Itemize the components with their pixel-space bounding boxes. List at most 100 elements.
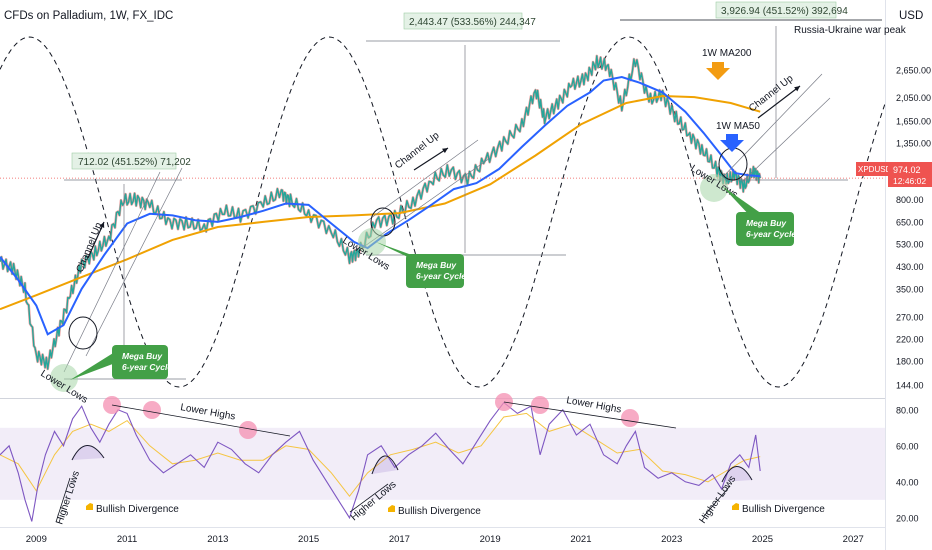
rsi-arc-fill xyxy=(722,466,752,482)
mega-buy-callout-1[interactable]: Mega Buy 6-year Cycle xyxy=(70,345,172,380)
bullish-divergence-1: Bullish Divergence xyxy=(86,503,179,515)
time-axis-tick: 2009 xyxy=(26,534,47,545)
ma50-line xyxy=(0,75,761,336)
price-axis-tick: 2,050.00 xyxy=(896,93,931,103)
chart-title: CFDs on Palladium, 1W, FX_IDC xyxy=(4,10,173,22)
mega-buy-line2: 6-year Cycle xyxy=(416,271,466,281)
mega-buy-line2: 6-year Cycle xyxy=(746,229,796,239)
channel-arrow-2 xyxy=(413,147,449,171)
time-axis-tick: 2017 xyxy=(389,534,410,545)
lower-highs-line xyxy=(111,404,291,437)
measure-label-2: 2,443.47 (533.56%) 244,347 xyxy=(409,17,536,28)
channel-line xyxy=(85,167,183,357)
price-series-shadow xyxy=(0,54,762,371)
time-axis-tick: 2027 xyxy=(843,534,864,545)
price-axis-tick: 650.00 xyxy=(896,217,924,227)
lower-highs-label-1: Lower Highs xyxy=(179,402,236,422)
channel-line xyxy=(719,73,823,181)
rsi-axis-tick: 80.00 xyxy=(896,405,919,415)
cycle-low-highlight xyxy=(700,174,728,202)
bullish-divergence-3: Bullish Divergence xyxy=(732,503,825,515)
measure-box-1[interactable]: 712.02 (451.52%) 71,202 xyxy=(71,152,191,170)
hand-icon xyxy=(732,503,739,510)
time-axis-tick: 2023 xyxy=(661,534,682,545)
rsi-line xyxy=(0,401,761,522)
cycle-wave xyxy=(0,36,885,388)
time-axis-tick: 2025 xyxy=(752,534,773,545)
higher-lows-line xyxy=(703,485,731,517)
time-axis-tick: 2015 xyxy=(298,534,319,545)
last-price-symbol: XPDUSD xyxy=(858,165,892,174)
arrow-down-icon xyxy=(706,62,730,80)
time-axis-tick: 2013 xyxy=(207,534,228,545)
rsi-arc xyxy=(721,466,753,483)
rsi-arc-fill xyxy=(372,455,398,474)
mega-buy-line1: Mega Buy xyxy=(746,218,787,228)
price-axis-tick: 2,650.00 xyxy=(896,65,931,75)
rsi-band xyxy=(0,427,885,500)
channel-line xyxy=(741,97,831,183)
hand-icon xyxy=(86,503,93,510)
bullish-divergence-label: Bullish Divergence xyxy=(96,504,179,515)
ma50-label: 1W MA50 xyxy=(716,121,760,132)
price-axis-tick: 800.00 xyxy=(896,195,924,205)
price-axis-tick: 220.00 xyxy=(896,335,924,345)
currency-label[interactable]: USD xyxy=(899,10,923,22)
mega-buy-line1: Mega Buy xyxy=(122,351,163,361)
price-axis-tick: 144.00 xyxy=(896,380,924,390)
channel-line xyxy=(351,139,479,233)
rsi-arc xyxy=(371,455,399,475)
rsi-peak-marker xyxy=(621,409,639,427)
price-axis-tick: 1,350.00 xyxy=(896,138,931,148)
mega-buy-line2: 6-year Cycle xyxy=(122,362,172,372)
mega-buy-callout-2[interactable]: Mega Buy 6-year Cycle xyxy=(376,242,466,288)
rsi-axis-tick: 60.00 xyxy=(896,441,919,451)
channel-arrow-1 xyxy=(87,221,105,259)
ma-cross-circle xyxy=(68,316,98,350)
peak-label: Russia-Ukraine war peak xyxy=(794,25,907,36)
bullish-divergence-label: Bullish Divergence xyxy=(742,504,825,515)
price-series xyxy=(0,55,761,370)
rsi-axis-tick: 20.00 xyxy=(896,513,919,523)
mega-buy-callout-3[interactable]: Mega Buy 6-year Cycle xyxy=(722,186,796,246)
price-axis-tick: 180.00 xyxy=(896,356,924,366)
channel-arrow-2-head xyxy=(442,148,448,154)
channel-up-label-2: Channel Up xyxy=(393,130,442,171)
price-axis-tick: 350.00 xyxy=(896,284,924,294)
channel-line xyxy=(361,157,491,249)
cycle-low-highlight xyxy=(358,228,386,256)
price-axis-tick: 430.00 xyxy=(896,262,924,272)
cycle-low-highlight xyxy=(50,364,78,392)
ma200-line xyxy=(0,94,761,311)
bullish-divergence-label: Bullish Divergence xyxy=(398,506,481,517)
lower-highs-line xyxy=(503,401,677,429)
measure-label-1: 712.02 (451.52%) 71,202 xyxy=(78,157,191,168)
price-axis-tick: 530.00 xyxy=(896,239,924,249)
last-price-tag[interactable]: XPDUSD 974.02 12:46:02 xyxy=(856,162,932,187)
higher-lows-line xyxy=(55,477,71,523)
channel-line xyxy=(63,171,161,373)
last-price-countdown: 12:46:02 xyxy=(893,176,926,186)
mega-buy-line1: Mega Buy xyxy=(416,260,457,270)
rsi-peak-marker xyxy=(143,401,161,419)
price-axis-tick: 1,650.00 xyxy=(896,117,931,127)
measure-label-3: 3,926.94 (451.52%) 392,694 xyxy=(721,6,848,17)
rsi-peak-marker xyxy=(531,396,549,414)
bullish-divergence-2: Bullish Divergence xyxy=(388,505,481,517)
rsi-peak-marker xyxy=(239,421,257,439)
measure-box-2[interactable]: 2,443.47 (533.56%) 244,347 xyxy=(403,12,536,30)
ma200-label: 1W MA200 xyxy=(702,48,752,59)
price-axis-tick: 270.00 xyxy=(896,312,924,322)
rsi-arc xyxy=(71,445,105,461)
channel-arrow-3 xyxy=(757,85,801,119)
channel-arrow-3-head xyxy=(794,86,800,92)
rsi-axis-tick: 40.00 xyxy=(896,477,919,487)
time-axis-tick: 2011 xyxy=(117,534,137,545)
time-axis-tick: 2021 xyxy=(570,534,591,545)
higher-lows-line xyxy=(349,483,389,513)
last-price-value: 974.02 xyxy=(893,165,921,175)
time-axis-tick: 2019 xyxy=(480,534,501,545)
arrow-down-icon xyxy=(720,134,744,152)
measure-box-3[interactable]: 3,926.94 (451.52%) 392,694 xyxy=(715,1,848,19)
